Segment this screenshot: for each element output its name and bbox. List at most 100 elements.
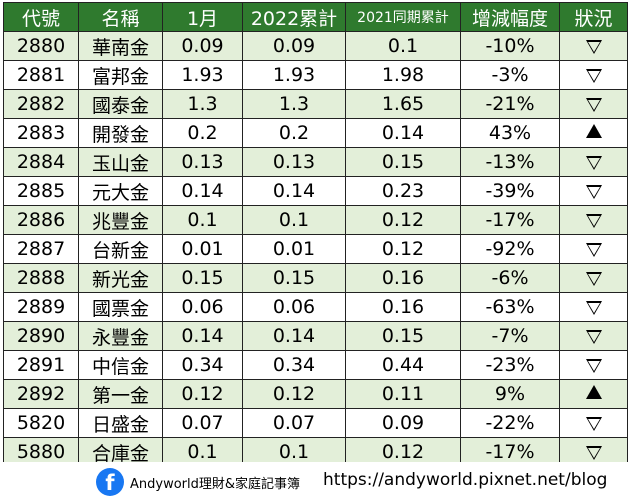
triangle-up-icon <box>585 385 602 399</box>
cell-ytd-2021: 0.14 <box>345 118 461 148</box>
triangle-down-icon <box>585 243 602 257</box>
triangle-down-icon <box>585 417 602 431</box>
cell-jan: 1.3 <box>162 89 243 119</box>
header-ytd-2022: 2022累計 <box>242 2 346 32</box>
cell-name: 元大金 <box>78 176 163 206</box>
triangle-up-icon <box>585 124 602 138</box>
cell-code: 2883 <box>3 118 79 148</box>
table-row: 2889 國票金 0.06 0.06 0.16 -63% <box>3 292 628 322</box>
cell-change: 9% <box>460 379 560 409</box>
cell-ytd-2021: 0.44 <box>345 350 461 380</box>
table-row: 2887 台新金 0.01 0.01 0.12 -92% <box>3 234 628 264</box>
cell-code: 2890 <box>3 321 79 351</box>
cell-name: 國票金 <box>78 292 163 322</box>
cell-status <box>559 350 628 380</box>
cell-ytd-2022: 1.93 <box>242 60 346 90</box>
cell-code: 2885 <box>3 176 79 206</box>
cell-change: -13% <box>460 147 560 177</box>
cell-jan: 0.09 <box>162 31 243 61</box>
cell-status <box>559 89 628 119</box>
cell-ytd-2021: 0.23 <box>345 176 461 206</box>
cell-code: 2884 <box>3 147 79 177</box>
cell-jan: 0.13 <box>162 147 243 177</box>
cell-name: 日盛金 <box>78 408 163 438</box>
cell-status <box>559 147 628 177</box>
cell-code: 2887 <box>3 234 79 264</box>
cell-name: 國泰金 <box>78 89 163 119</box>
cell-change: -92% <box>460 234 560 264</box>
cell-code: 2891 <box>3 350 79 380</box>
cell-jan: 0.07 <box>162 408 243 438</box>
cell-change: -10% <box>460 31 560 61</box>
table-row: 2882 國泰金 1.3 1.3 1.65 -21% <box>3 89 628 119</box>
cell-change: 43% <box>460 118 560 148</box>
cell-jan: 0.14 <box>162 176 243 206</box>
triangle-down-icon <box>585 214 602 228</box>
triangle-down-icon <box>585 185 602 199</box>
cell-status <box>559 205 628 235</box>
cell-ytd-2021: 0.09 <box>345 408 461 438</box>
cell-status <box>559 263 628 293</box>
triangle-down-icon <box>585 156 602 170</box>
cell-ytd-2021: 0.16 <box>345 292 461 322</box>
cell-ytd-2022: 0.14 <box>242 321 346 351</box>
table-row: 2891 中信金 0.34 0.34 0.44 -23% <box>3 350 628 380</box>
cell-ytd-2022: 1.3 <box>242 89 346 119</box>
cell-ytd-2022: 0.01 <box>242 234 346 264</box>
table-row: 2885 元大金 0.14 0.14 0.23 -39% <box>3 176 628 206</box>
cell-ytd-2021: 0.15 <box>345 147 461 177</box>
triangle-down-icon <box>585 359 602 373</box>
table-row: 2888 新光金 0.15 0.15 0.16 -6% <box>3 263 628 293</box>
cell-ytd-2022: 0.14 <box>242 176 346 206</box>
cell-jan: 0.06 <box>162 292 243 322</box>
cell-code: 2886 <box>3 205 79 235</box>
table-row: 2880 華南金 0.09 0.09 0.1 -10% <box>3 31 628 61</box>
cell-change: -63% <box>460 292 560 322</box>
cell-jan: 0.15 <box>162 263 243 293</box>
header-ytd-2021: 2021同期累計 <box>345 2 461 32</box>
table-row: 2884 玉山金 0.13 0.13 0.15 -13% <box>3 147 628 177</box>
cell-code: 2880 <box>3 31 79 61</box>
cell-change: -17% <box>460 205 560 235</box>
cell-jan: 0.01 <box>162 234 243 264</box>
cell-ytd-2022: 0.34 <box>242 350 346 380</box>
triangle-down-icon <box>585 446 602 460</box>
cell-code: 2889 <box>3 292 79 322</box>
table-row: 5820 日盛金 0.07 0.07 0.09 -22% <box>3 408 628 438</box>
header-jan: 1月 <box>162 2 243 32</box>
cell-status <box>559 31 628 61</box>
cell-name: 華南金 <box>78 31 163 61</box>
cell-name: 兆豐金 <box>78 205 163 235</box>
cell-ytd-2022: 0.09 <box>242 31 346 61</box>
cell-jan: 0.1 <box>162 205 243 235</box>
eps-table: 代號 名稱 1月 2022累計 2021同期累計 增減幅度 狀況 2880 華南金… <box>3 2 628 467</box>
cell-code: 2892 <box>3 379 79 409</box>
cell-ytd-2021: 0.1 <box>345 31 461 61</box>
cell-jan: 0.14 <box>162 321 243 351</box>
triangle-down-icon <box>585 272 602 286</box>
cell-code: 2881 <box>3 60 79 90</box>
cell-ytd-2021: 0.16 <box>345 263 461 293</box>
cell-name: 中信金 <box>78 350 163 380</box>
cell-status <box>559 60 628 90</box>
table-row: 2890 永豐金 0.14 0.14 0.15 -7% <box>3 321 628 351</box>
header-row: 代號 名稱 1月 2022累計 2021同期累計 增減幅度 狀況 <box>3 2 628 32</box>
cell-ytd-2021: 1.98 <box>345 60 461 90</box>
table-row: 2881 富邦金 1.93 1.93 1.98 -3% <box>3 60 628 90</box>
triangle-down-icon <box>585 330 602 344</box>
cell-ytd-2022: 0.12 <box>242 379 346 409</box>
cell-name: 富邦金 <box>78 60 163 90</box>
cell-ytd-2021: 1.65 <box>345 89 461 119</box>
cell-ytd-2022: 0.15 <box>242 263 346 293</box>
cell-code: 2888 <box>3 263 79 293</box>
header-code: 代號 <box>3 2 79 32</box>
cell-change: -6% <box>460 263 560 293</box>
cell-status <box>559 118 628 148</box>
cell-code: 2882 <box>3 89 79 119</box>
table-row: 2883 開發金 0.2 0.2 0.14 43% <box>3 118 628 148</box>
facebook-icon: f <box>96 468 124 496</box>
footer: f Andyworld理財&家庭記事簿 https://andyworld.pi… <box>0 462 631 503</box>
cell-status <box>559 292 628 322</box>
cell-ytd-2021: 0.11 <box>345 379 461 409</box>
cell-jan: 0.12 <box>162 379 243 409</box>
